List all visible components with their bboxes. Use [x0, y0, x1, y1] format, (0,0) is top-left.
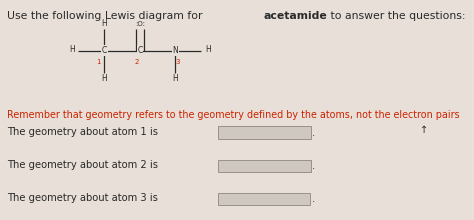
Text: H: H: [101, 18, 107, 28]
Text: N: N: [173, 46, 178, 55]
Text: acetamide: acetamide: [264, 11, 328, 21]
Text: The geometry about atom 1 is: The geometry about atom 1 is: [7, 127, 158, 137]
Text: H: H: [173, 74, 178, 83]
Text: 3: 3: [175, 59, 180, 65]
FancyBboxPatch shape: [218, 192, 310, 205]
Text: .: .: [312, 128, 315, 138]
Text: H: H: [101, 74, 107, 83]
Text: C: C: [137, 46, 143, 55]
Text: C: C: [101, 46, 107, 55]
Text: .: .: [312, 161, 315, 171]
Text: The geometry about atom 2 is: The geometry about atom 2 is: [7, 160, 158, 170]
FancyBboxPatch shape: [218, 160, 310, 172]
Text: H: H: [205, 46, 210, 54]
Text: Use the following Lewis diagram for: Use the following Lewis diagram for: [7, 11, 206, 21]
Text: ↑: ↑: [420, 125, 428, 135]
Text: H: H: [69, 46, 75, 54]
Text: :O:: :O:: [135, 22, 145, 28]
FancyBboxPatch shape: [218, 126, 310, 139]
Text: 2: 2: [135, 59, 139, 65]
Text: to answer the questions:: to answer the questions:: [328, 11, 466, 21]
Text: 1: 1: [96, 59, 101, 65]
Text: The geometry about atom 3 is: The geometry about atom 3 is: [7, 193, 158, 203]
Text: Remember that geometry refers to the geometry defined by the atoms, not the elec: Remember that geometry refers to the geo…: [7, 110, 460, 120]
Text: .: .: [312, 194, 315, 204]
